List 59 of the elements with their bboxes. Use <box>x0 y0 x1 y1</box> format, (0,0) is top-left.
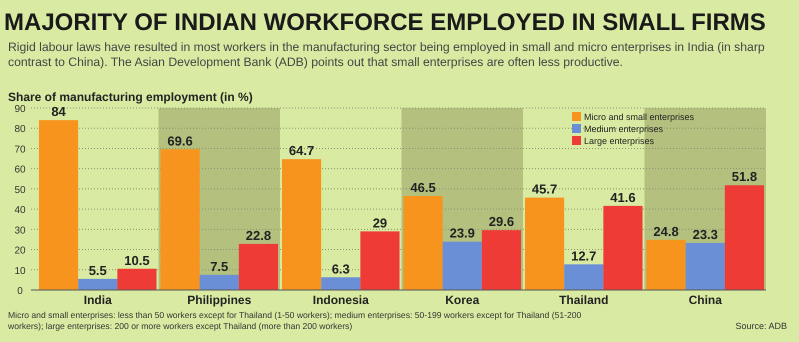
bar <box>282 159 322 290</box>
bar <box>360 231 400 290</box>
y-tick-label: 80 <box>14 124 26 136</box>
data-label: 51.8 <box>732 169 758 184</box>
legend-label: Large enterprises <box>584 136 655 146</box>
data-label: 12.7 <box>571 248 596 264</box>
y-tick-label: 70 <box>14 144 26 156</box>
bar <box>442 242 482 290</box>
x-tick-label: India <box>84 293 112 307</box>
data-label: 24.8 <box>653 224 679 239</box>
text: Micro and small enterprises: less than 50 workers except for Thailand (1-50 workers); medium enterprises: 50-199 workers except for Thailand (51-200 workers); large enterprises: 200 or more workers except Thailand (more than 200 workers) <box>8 310 582 332</box>
legend-label: Micro and small enterprises <box>584 112 695 122</box>
x-tick-label: China <box>688 293 722 307</box>
y-tick-label: 40 <box>14 205 26 216</box>
y-tick-label: 90 <box>14 104 26 115</box>
data-label: 5.5 <box>88 262 107 278</box>
data-label: 23.9 <box>450 226 475 241</box>
y-tick-label: 60 <box>14 164 26 176</box>
legend-label: Medium enterprises <box>584 124 664 134</box>
data-label: 46.5 <box>410 180 436 195</box>
bar <box>321 277 360 290</box>
data-label: 84 <box>51 104 67 120</box>
y-tick-label: 0 <box>17 286 24 297</box>
data-label: 41.6 <box>610 190 636 205</box>
data-label: 23.3 <box>692 226 718 242</box>
data-label: 45.7 <box>532 182 558 197</box>
x-tick-label: Korea <box>445 293 480 307</box>
bar <box>646 240 686 290</box>
bar <box>724 185 764 290</box>
chart-subtitle: Rigid labour laws have resulted in most workers in the manufacturing sector being employed in small and micro enterprises in India (in sharp contrast to China). The Asian Development Bank (ADB) points out that small enterprises are often less productive. <box>8 40 766 70</box>
data-label: 7.5 <box>210 258 228 274</box>
bar <box>482 230 522 290</box>
y-tick-label: 50 <box>14 184 26 196</box>
bar <box>603 206 643 290</box>
bar <box>524 198 564 290</box>
bar <box>564 264 604 290</box>
chart-title: MAJORITY OF INDIAN WORKFORCE EMPLOYED IN SMALL FIRMS <box>4 9 766 36</box>
bar <box>403 196 443 290</box>
x-tick-label: Philippines <box>187 293 252 307</box>
data-label: 10.5 <box>124 252 150 268</box>
data-label: 29.6 <box>488 214 514 230</box>
bar <box>238 244 278 290</box>
bar <box>38 120 78 290</box>
bar <box>686 242 725 290</box>
source-note: Source: ADB <box>735 321 787 331</box>
bar <box>117 268 157 290</box>
bar <box>200 274 239 290</box>
x-tick-label: Indonesia <box>312 293 370 307</box>
x-tick-label: Thailand <box>559 293 608 307</box>
data-label: 69.6 <box>167 133 193 148</box>
y-tick-label: 30 <box>14 225 26 236</box>
y-tick-label: 20 <box>14 246 26 257</box>
y-tick-label: 10 <box>14 266 26 277</box>
bar <box>78 278 118 290</box>
data-label: 6.3 <box>332 261 350 276</box>
data-label: 64.7 <box>288 143 314 158</box>
data-label: 22.8 <box>246 228 272 243</box>
data-label: 29 <box>372 215 388 230</box>
y-axis-title: Share of manufacturing employment (in %) <box>8 90 253 104</box>
